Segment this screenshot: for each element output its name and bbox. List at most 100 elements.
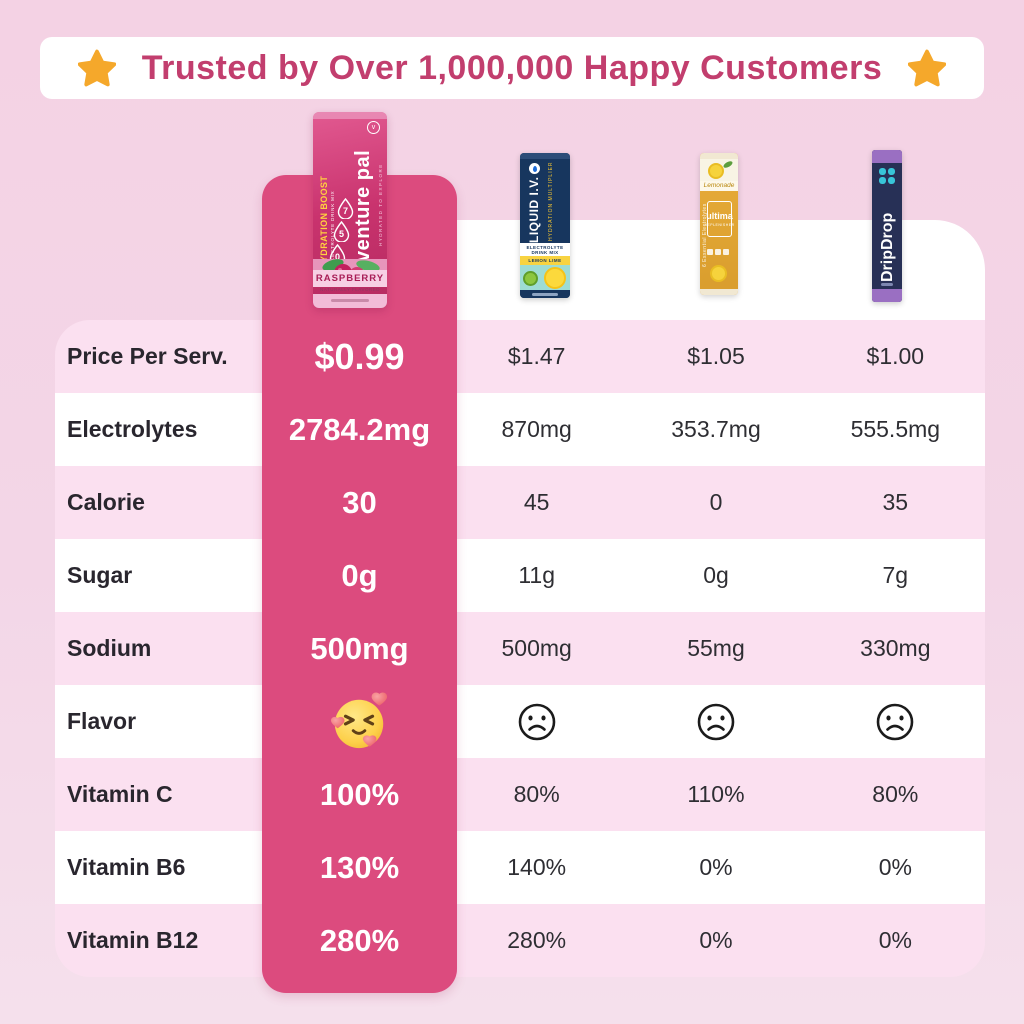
dripdrop-brand: DripDrop: [879, 212, 896, 282]
table-row: Vitamin C 80% 110% 80%: [55, 758, 985, 831]
banner-title: Trusted by Over 1,000,000 Happy Customer…: [141, 48, 883, 87]
cell-ultima: 0g: [703, 562, 729, 588]
cell-dripdrop: 555.5mg: [850, 416, 941, 442]
table-row-flavor: Flavor: [55, 685, 985, 758]
frowning-face-emoji: [697, 703, 735, 740]
venture-pal-tagline: HYDRATED TO EXPLORE: [378, 163, 383, 246]
venture-pal-electrolytes: 2784.2mg: [288, 411, 431, 447]
row-label: Electrolytes: [67, 416, 198, 442]
lemon-icon: [544, 267, 566, 289]
ultima-brand: ultima: [706, 211, 733, 221]
droplet-icon: 7: [337, 198, 354, 219]
packet-crimp: [700, 153, 738, 159]
table-row: Calorie 45 0 35: [55, 466, 985, 539]
liquid-iv-band1: ELECTROLYTE DRINK MIX: [520, 243, 570, 256]
cell-dripdrop: 35: [882, 489, 909, 515]
cell-dripdrop: 0%: [878, 854, 912, 880]
net-weight-text-placeholder: [331, 299, 369, 302]
row-label: Price Per Serv.: [67, 343, 228, 369]
lime-icon: [523, 271, 538, 286]
droplet-icon: 5: [333, 221, 350, 242]
venture-pal-vitamin-b12: 280%: [319, 922, 400, 958]
packet-crimp: [313, 112, 387, 119]
table-row: Vitamin B12 280% 0% 0%: [55, 904, 985, 977]
venture-pal-flavor-sub: NATURALLY FLAVORED: [320, 287, 380, 292]
cell-liquid-iv: 140%: [507, 854, 567, 880]
cell-liquid-iv: 45: [523, 489, 550, 515]
cell-ultima: $1.05: [687, 343, 745, 369]
droplet-icons: 7 5 0: [329, 198, 354, 265]
comparison-table: Price Per Serv. $1.47 $1.05 $1.00 Electr…: [55, 320, 985, 977]
venture-pal-price: $0.99: [314, 335, 405, 377]
cell-liquid-iv: 11g: [518, 562, 555, 588]
venture-pal-vitamin-b6: 130%: [319, 849, 400, 885]
venture-pal-flavor: [262, 685, 457, 758]
row-label: Vitamin B12: [67, 927, 199, 953]
ultima-top-illustration: [700, 159, 738, 181]
leaf-icon: [722, 159, 734, 170]
table-row: Vitamin B6 140% 0% 0%: [55, 831, 985, 904]
ultima-logo-box: ultima REPLENISHER: [704, 201, 735, 237]
packet-crimp: [520, 153, 570, 159]
cell-ultima: 55mg: [687, 635, 745, 661]
cell-ultima: 353.7mg: [671, 416, 761, 442]
packet-crimp: [872, 289, 902, 302]
ultima-brand-sub: REPLENISHER: [704, 223, 735, 227]
table-row: Sodium 500mg 55mg 330mg: [55, 612, 985, 685]
cell-liquid-iv: [447, 702, 626, 742]
cell-ultima: 0%: [699, 854, 733, 880]
flavor-band: RASPBERRY: [313, 270, 387, 287]
venture-pal-boost-label: HYDRATION BOOST: [319, 175, 329, 269]
venture-pal-packet-image: v venture pal HYDRATED TO EXPLORE HYDRAT…: [313, 112, 387, 308]
table-row: Price Per Serv. $1.47 $1.05 $1.00: [55, 320, 985, 393]
lemon-icon: [710, 265, 727, 282]
cell-dripdrop: [806, 702, 985, 742]
venture-pal-sugar: 0g: [341, 557, 378, 593]
cell-dripdrop: 80%: [872, 781, 919, 807]
ultima-flavor: Lemonade: [700, 181, 738, 191]
liquid-iv-packet-image: LIQUID I.V. HYDRATION MULTIPLIER ELECTRO…: [520, 153, 570, 298]
row-label: Sodium: [67, 635, 152, 661]
venture-pal-brand: venture pal: [352, 149, 374, 262]
cell-liquid-iv: 500mg: [501, 635, 572, 661]
droplet-icon: 0: [329, 244, 346, 265]
micro-text-placeholder: [881, 283, 893, 286]
liquid-iv-brand-sub: HYDRATION MULTIPLIER: [548, 161, 554, 241]
venture-pal-logo-icon: v: [367, 121, 380, 134]
dripdrop-dots-logo: [879, 168, 895, 184]
cell-liquid-iv: $1.47: [507, 343, 566, 369]
frowning-face-emoji: [518, 703, 555, 740]
liquid-iv-brand: LIQUID I.V.: [527, 176, 541, 243]
trust-banner: Trusted by Over 1,000,000 Happy Customer…: [40, 37, 984, 99]
cell-dripdrop: 0%: [878, 927, 912, 953]
cell-ultima: 110%: [687, 781, 745, 807]
row-label: Calorie: [67, 489, 145, 515]
cell-dripdrop: 7g: [882, 562, 909, 588]
venture-pal-vitamin-c: 100%: [319, 776, 400, 812]
ultima-icon-squares: [707, 249, 729, 255]
liquid-iv-droplet-logo: [529, 163, 540, 174]
frowning-face-emoji: [877, 703, 914, 740]
liquid-iv-band2: LEMON LIME: [520, 256, 570, 265]
cell-liquid-iv: 280%: [507, 927, 567, 953]
star-icon: [77, 49, 116, 87]
table-row: Electrolytes 870mg 353.7mg 555.5mg: [55, 393, 985, 466]
lemon-icon: [708, 163, 724, 179]
dripdrop-packet-image: DripDrop: [872, 150, 902, 302]
lemon-lime-illustration: [520, 265, 570, 290]
cell-dripdrop: $1.00: [866, 343, 925, 369]
table-row: Sugar 11g 0g 7g: [55, 539, 985, 612]
row-label: Vitamin B6: [67, 854, 186, 880]
cell-liquid-iv: 870mg: [501, 416, 572, 442]
ultima-packet-image: Lemonade 6 Essential Electrolytes ultima…: [700, 153, 738, 295]
packet-crimp: [700, 289, 738, 295]
cell-ultima: 0: [709, 489, 723, 515]
venture-pal-calorie: 30: [342, 484, 377, 520]
venture-pal-highlight-column: $0.99 2784.2mg 30 0g 500mg: [262, 175, 457, 993]
star-icon: [908, 49, 947, 87]
row-label: Sugar: [67, 562, 133, 588]
venture-pal-sodium: 500mg: [310, 630, 409, 666]
row-label: Flavor: [67, 708, 137, 734]
net-weight-text-placeholder: [532, 293, 558, 296]
